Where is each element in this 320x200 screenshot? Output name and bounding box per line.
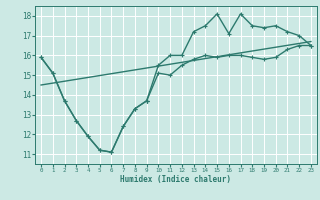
X-axis label: Humidex (Indice chaleur): Humidex (Indice chaleur) [121,175,231,184]
